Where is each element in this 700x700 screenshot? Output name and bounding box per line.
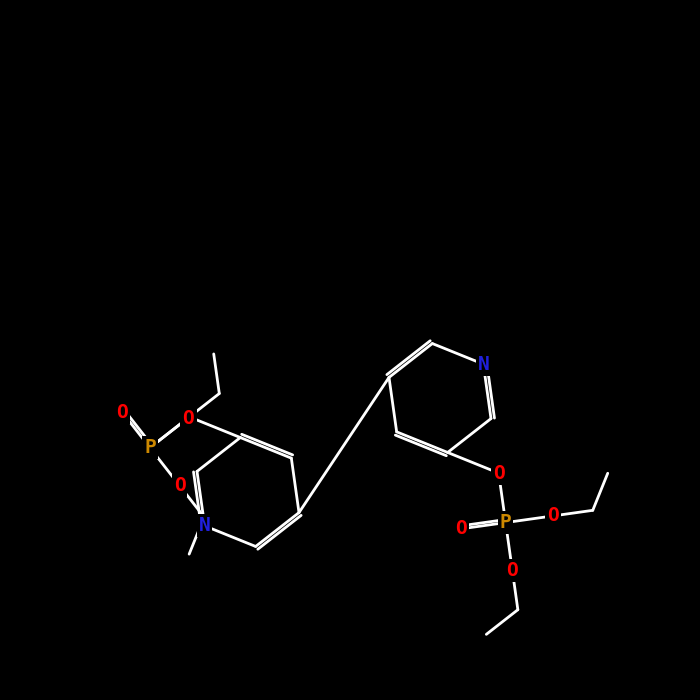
Text: O: O [547, 506, 559, 526]
Text: N: N [199, 517, 211, 536]
Text: P: P [144, 438, 156, 457]
Text: O: O [182, 409, 194, 428]
Text: P: P [500, 513, 512, 532]
Text: O: O [493, 463, 505, 482]
Text: O: O [506, 561, 518, 580]
Text: O: O [116, 402, 128, 422]
Text: O: O [116, 402, 128, 422]
Text: P: P [144, 438, 156, 457]
Text: O: O [182, 409, 194, 428]
Text: O: O [493, 463, 505, 482]
Text: N: N [477, 355, 489, 374]
Text: O: O [547, 506, 559, 526]
Text: O: O [174, 476, 186, 495]
Text: O: O [183, 407, 195, 426]
Text: N: N [199, 517, 211, 536]
Text: O: O [183, 407, 195, 426]
Text: O: O [455, 519, 467, 538]
Text: O: O [455, 519, 467, 538]
Text: O: O [506, 561, 518, 580]
Text: O: O [174, 476, 186, 495]
Text: P: P [500, 513, 512, 532]
Text: N: N [477, 355, 489, 374]
